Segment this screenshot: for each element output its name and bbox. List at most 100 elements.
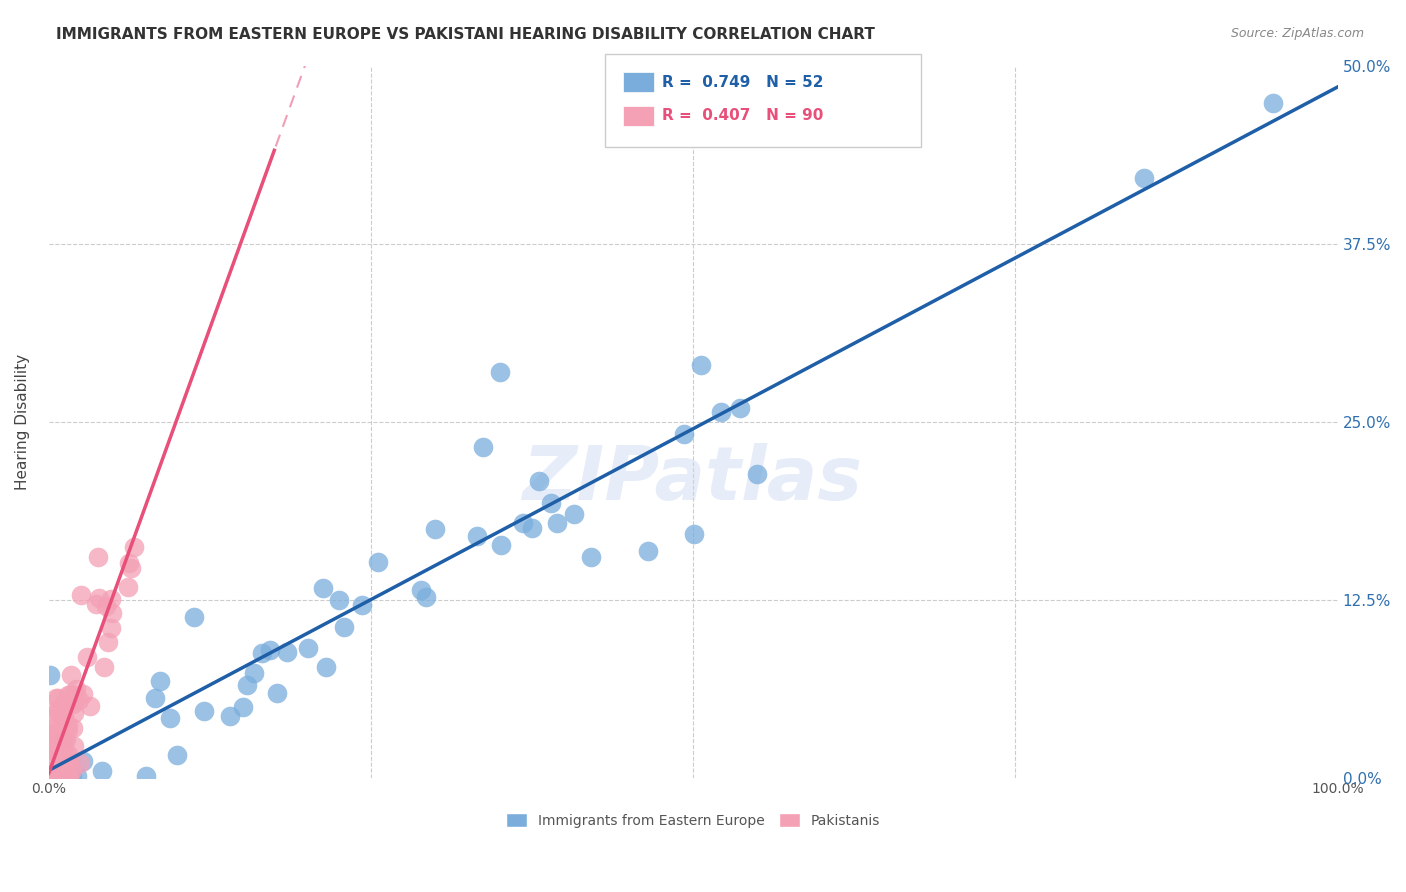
Point bbox=[59, 687, 82, 701]
Point bbox=[42, 749, 65, 764]
Point bbox=[1133, 171, 1156, 186]
Point bbox=[38, 739, 60, 753]
Point bbox=[44, 769, 66, 783]
Point bbox=[72, 754, 94, 768]
Point bbox=[489, 365, 512, 379]
Text: R =  0.407   N = 90: R = 0.407 N = 90 bbox=[662, 109, 824, 123]
Point bbox=[39, 729, 62, 743]
Point bbox=[117, 580, 139, 594]
Point bbox=[53, 769, 76, 783]
Point bbox=[45, 769, 67, 783]
Point bbox=[183, 610, 205, 624]
Point bbox=[219, 708, 242, 723]
Point bbox=[42, 721, 65, 735]
Point bbox=[59, 754, 82, 768]
Point bbox=[101, 606, 124, 620]
Point bbox=[46, 690, 69, 705]
Point bbox=[193, 705, 215, 719]
Point bbox=[69, 756, 91, 770]
Point bbox=[235, 678, 257, 692]
Point bbox=[42, 734, 65, 748]
Point bbox=[46, 702, 69, 716]
Point bbox=[46, 762, 69, 776]
Point bbox=[100, 591, 122, 606]
Point bbox=[747, 467, 769, 481]
Point bbox=[333, 620, 356, 634]
Point bbox=[87, 549, 110, 564]
Point bbox=[465, 528, 488, 542]
Point bbox=[120, 561, 142, 575]
Point bbox=[512, 516, 534, 530]
Point bbox=[86, 597, 108, 611]
Point bbox=[76, 649, 98, 664]
Point bbox=[39, 769, 62, 783]
Text: R =  0.749   N = 52: R = 0.749 N = 52 bbox=[662, 75, 824, 89]
Point bbox=[49, 746, 72, 760]
Point bbox=[51, 726, 73, 740]
Text: IMMIGRANTS FROM EASTERN EUROPE VS PAKISTANI HEARING DISABILITY CORRELATION CHART: IMMIGRANTS FROM EASTERN EUROPE VS PAKIST… bbox=[56, 27, 875, 42]
Point bbox=[367, 555, 389, 569]
Point bbox=[529, 474, 551, 488]
Point bbox=[710, 405, 733, 419]
Legend: Immigrants from Eastern Europe, Pakistanis: Immigrants from Eastern Europe, Pakistan… bbox=[499, 806, 887, 835]
Point bbox=[100, 621, 122, 635]
Point bbox=[62, 697, 84, 711]
Point bbox=[276, 645, 298, 659]
Point bbox=[683, 526, 706, 541]
Point bbox=[67, 693, 90, 707]
Point bbox=[53, 721, 76, 735]
Text: ZIPatlas: ZIPatlas bbox=[523, 443, 863, 516]
Point bbox=[546, 516, 568, 530]
Point bbox=[70, 588, 93, 602]
Point bbox=[41, 744, 63, 758]
Point bbox=[423, 522, 446, 536]
Point bbox=[540, 496, 562, 510]
Point bbox=[55, 769, 77, 783]
Point bbox=[48, 761, 70, 775]
Point bbox=[328, 593, 350, 607]
Point bbox=[637, 544, 659, 558]
Point bbox=[415, 590, 437, 604]
Point bbox=[93, 659, 115, 673]
Point bbox=[39, 769, 62, 783]
Point bbox=[41, 769, 63, 783]
Point bbox=[41, 739, 63, 754]
Point bbox=[472, 440, 495, 454]
Point bbox=[51, 730, 73, 744]
Point bbox=[97, 635, 120, 649]
Point bbox=[315, 660, 337, 674]
Point bbox=[520, 521, 543, 535]
Point bbox=[63, 706, 86, 720]
Point bbox=[72, 687, 94, 701]
Point bbox=[63, 739, 86, 754]
Point bbox=[56, 769, 79, 783]
Point bbox=[562, 507, 585, 521]
Point bbox=[312, 581, 335, 595]
Point bbox=[52, 739, 75, 754]
Point bbox=[62, 769, 84, 783]
Point bbox=[39, 769, 62, 783]
Point bbox=[48, 730, 70, 744]
Point bbox=[56, 758, 79, 772]
Point bbox=[42, 732, 65, 747]
Text: Source: ZipAtlas.com: Source: ZipAtlas.com bbox=[1230, 27, 1364, 40]
Point bbox=[579, 549, 602, 564]
Point bbox=[122, 540, 145, 554]
Point bbox=[41, 769, 63, 783]
Point bbox=[58, 769, 80, 783]
Point bbox=[672, 427, 695, 442]
Point bbox=[56, 747, 79, 761]
Point bbox=[48, 744, 70, 758]
Point bbox=[56, 717, 79, 731]
Point bbox=[63, 688, 86, 702]
Point bbox=[728, 401, 751, 416]
Point bbox=[145, 690, 167, 705]
Point bbox=[46, 705, 69, 719]
Point bbox=[38, 764, 60, 779]
Point bbox=[46, 738, 69, 752]
Point bbox=[44, 768, 66, 782]
Point bbox=[259, 643, 281, 657]
Point bbox=[52, 749, 75, 764]
Point bbox=[58, 689, 80, 703]
Point bbox=[45, 746, 67, 760]
